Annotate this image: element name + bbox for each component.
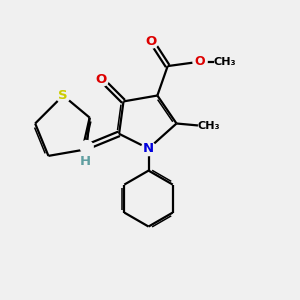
Text: CH₃: CH₃: [214, 57, 236, 67]
Circle shape: [56, 88, 70, 103]
Circle shape: [199, 116, 219, 137]
Circle shape: [94, 72, 109, 86]
Circle shape: [80, 141, 93, 154]
Text: O: O: [195, 55, 206, 68]
Text: H: H: [80, 155, 91, 168]
Text: N: N: [143, 142, 154, 155]
Text: O: O: [96, 73, 107, 86]
Text: S: S: [58, 89, 68, 102]
Text: O: O: [146, 34, 157, 48]
Circle shape: [144, 34, 158, 48]
Text: CH₃: CH₃: [198, 122, 220, 131]
Circle shape: [215, 51, 236, 72]
Circle shape: [142, 142, 156, 156]
Circle shape: [193, 55, 207, 69]
